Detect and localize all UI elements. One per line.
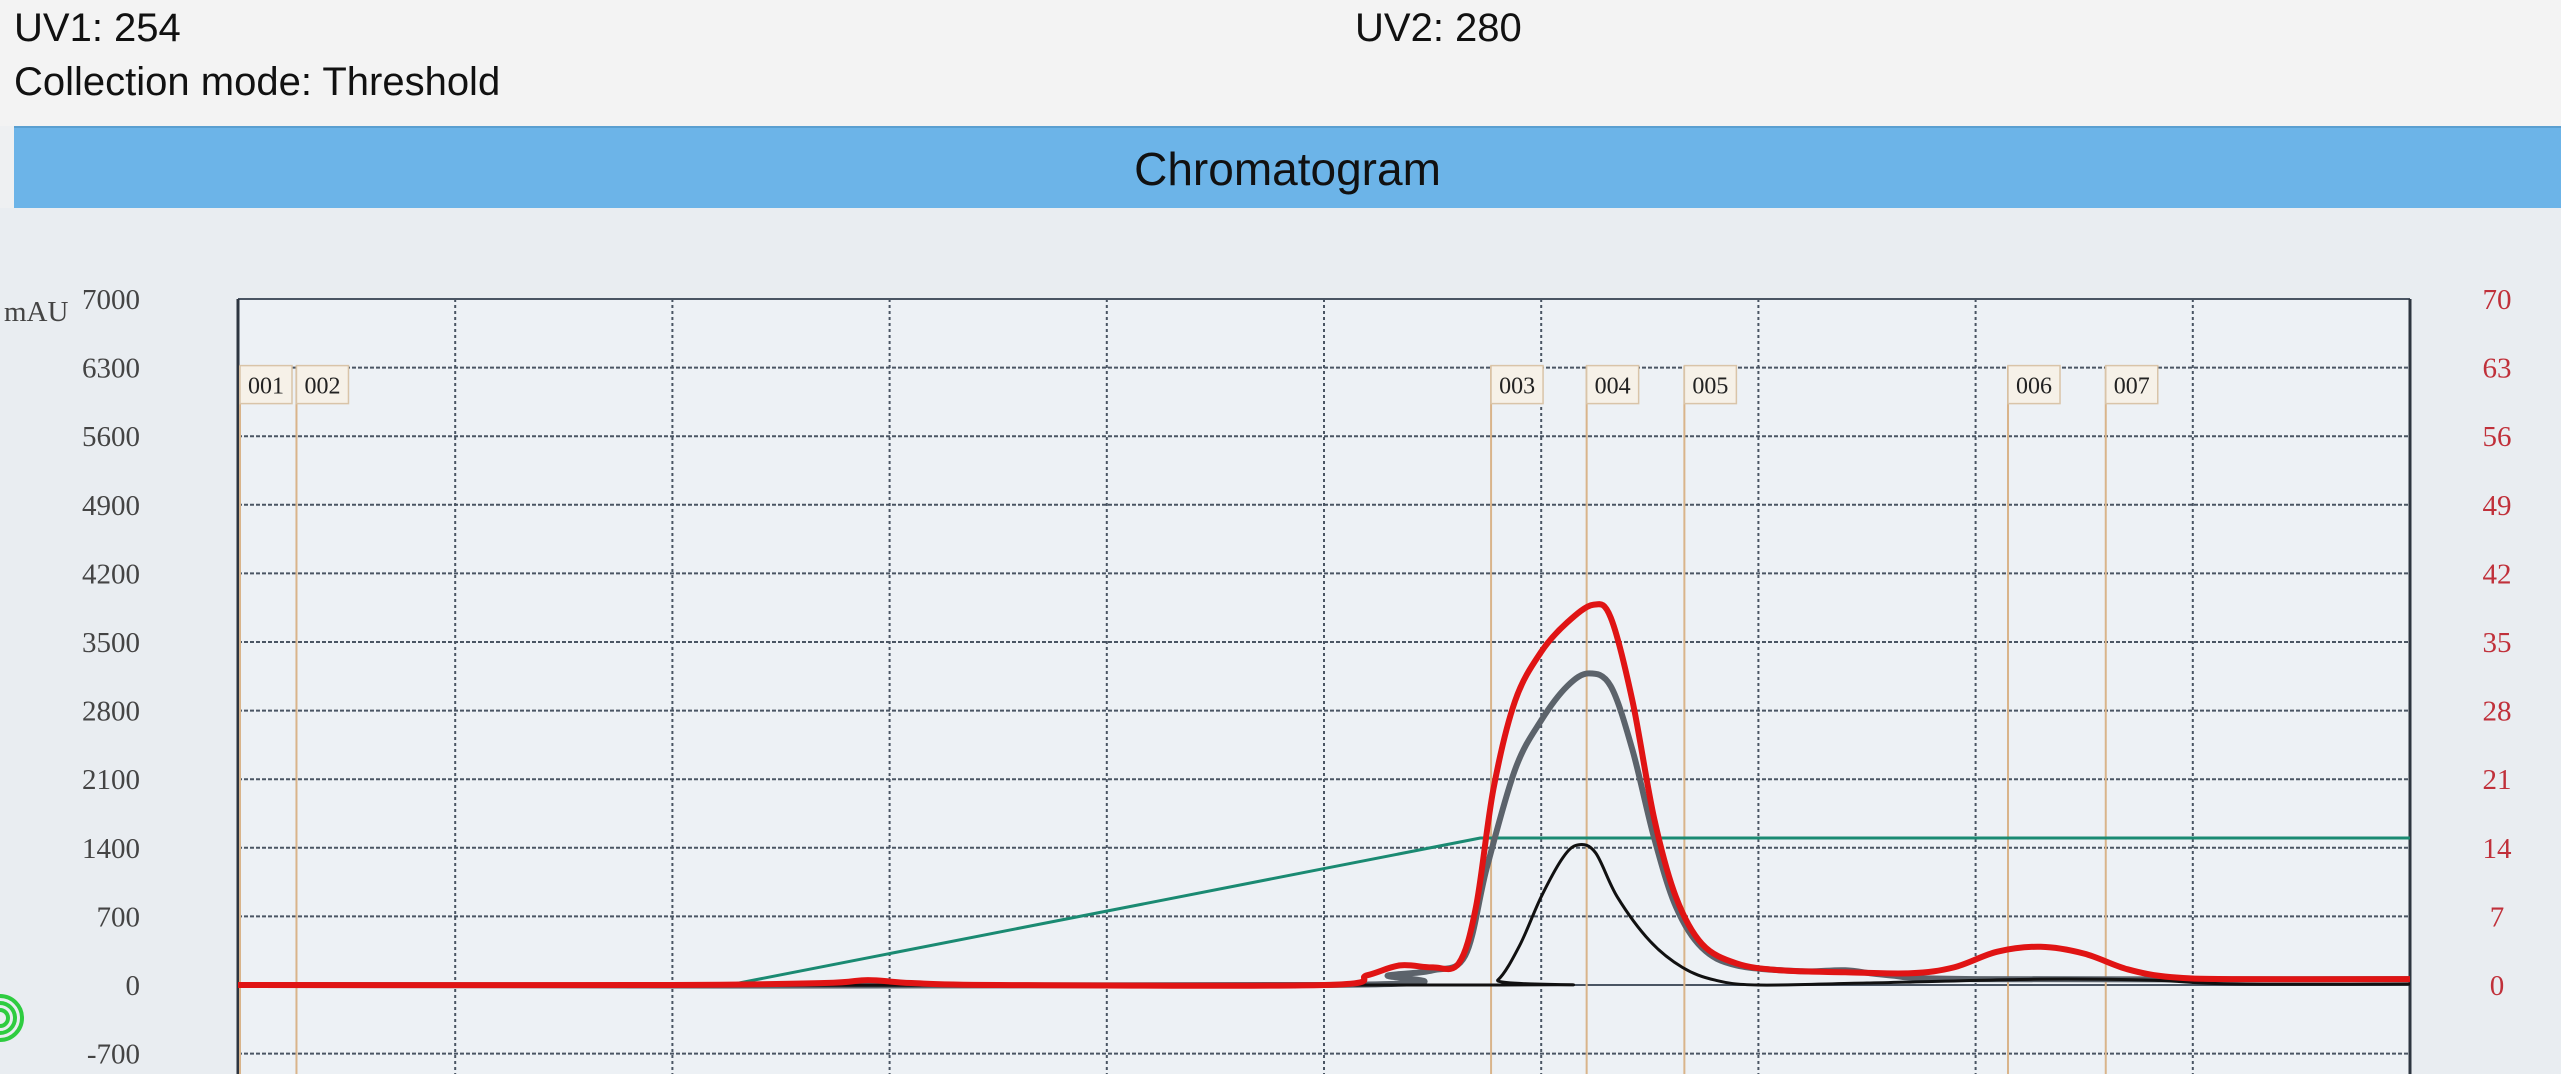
signal-waves-icon [0,994,24,1042]
fraction-label: 001 [248,374,284,400]
fraction-label-box [2007,364,2061,405]
y2-tick-label: 42 [2483,558,2512,590]
uv1-wavelength: UV1: 254 [14,6,181,50]
y-tick-label: 7000 [82,284,140,316]
y2-tick-label: 56 [2483,421,2512,453]
y-tick-label: 2100 [82,764,140,796]
collection-mode: Collection mode: Threshold [14,60,501,104]
y-tick-label: 700 [97,901,141,933]
y-tick-label: 3500 [82,627,140,659]
fraction-label: 007 [2114,374,2150,400]
y-axis-label: mAU [4,296,69,328]
y2-tick-label: 0 [2490,970,2505,1002]
fraction-label-box [1585,364,1640,405]
y-tick-label: 1400 [82,833,140,865]
y2-tick-label: 7 [2490,901,2505,933]
y2-tick-label: 70 [2483,284,2512,316]
y2-tick-label: 63 [2483,353,2512,385]
y-tick-label: 0 [126,970,141,1002]
fraction-label-box [1490,364,1544,405]
chromatogram-chart: 7000 6300 5600 4900 4200 3500 2800 2100 1400 700 0… [0,208,2561,1074]
y2-tick-label: 28 [2483,696,2512,728]
fraction-label: 004 [1595,374,1631,400]
y-tick-label: 6300 [82,353,140,385]
fraction-label-box [239,364,293,405]
section-title-bar: Chromatogram [14,126,2561,210]
y2-tick-label: 21 [2483,764,2512,796]
fraction-label-box [1683,364,1738,405]
fraction-label-box [295,364,350,405]
fraction-label: 006 [2016,374,2052,400]
section-title: Chromatogram [1134,143,1441,195]
y2-tick-label: 14 [2483,833,2513,865]
y-tick-label: 5600 [82,421,140,453]
y-tick-label: 4900 [82,490,140,522]
y-tick-label: 4200 [82,558,140,590]
fraction-label-box [2104,364,2159,405]
y2-tick-label: 35 [2483,627,2512,659]
y2-tick-label: 49 [2483,490,2512,522]
y-tick-label: 2800 [82,696,140,728]
series-line-4 [237,601,2411,989]
fraction-label: 003 [1499,374,1535,400]
info-header: UV1: 254 UV2: 280 Collection mode: Thres… [0,0,2561,126]
uv2-wavelength: UV2: 280 [1355,6,1522,50]
fraction-label: 002 [304,374,340,400]
series-line-3 [237,843,2411,987]
chromatogram-svg: 7000630056004900420035002800210014007000… [4,284,2513,1074]
fraction-label: 005 [1692,374,1728,400]
y-tick-label: -700 [87,1039,140,1071]
